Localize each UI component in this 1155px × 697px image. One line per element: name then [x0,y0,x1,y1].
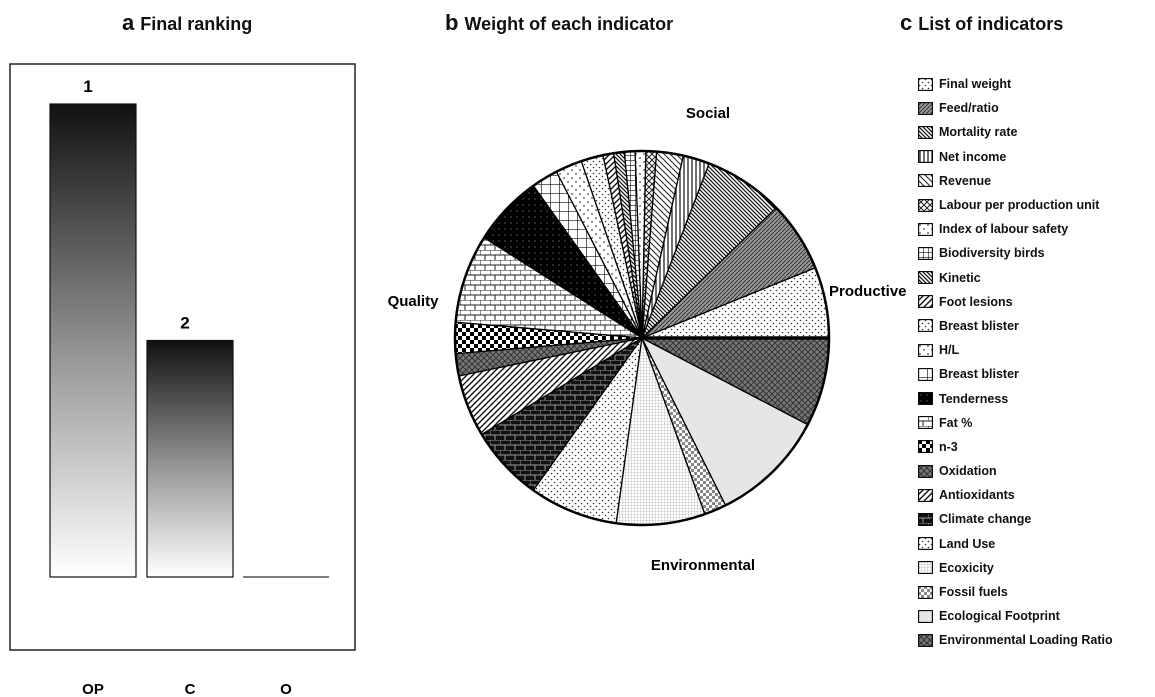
panel-b-letter: b [445,10,459,35]
pie-outline [453,149,831,527]
panel-b-title-text: Weight of each indicator [464,14,674,34]
panel-b-title: b Weight of each indicator [445,10,673,36]
legend-item: Mortality rate [918,120,1153,144]
x-tick-o: O [280,681,292,697]
legend-item: Kinetic [918,266,1153,290]
panel-a-title-text: Final ranking [140,14,253,34]
legend-label: Ecoxicity [939,560,994,575]
legend-swatch [918,246,933,260]
legend-swatch [918,126,933,139]
legend-label: Ecological Footprint [939,609,1060,624]
panel-c-letter: c [900,10,913,35]
legend-swatch [918,609,933,623]
legend-swatch [918,271,933,285]
panel-c-title-text: List of indicators [918,14,1064,34]
legend-item: Breast blister [918,362,1153,386]
legend-item: Revenue [918,169,1153,193]
sector-label-quality: Quality [388,293,440,310]
panel-a-title: a Final ranking [122,10,252,36]
legend-item: Ecological Footprint [918,604,1153,628]
legend-swatch [918,222,933,236]
legend-swatch [918,392,933,405]
panel-a-letter: a [122,10,135,35]
x-tick-c: C [185,681,196,697]
legend-swatch [918,416,933,430]
legend-label: Environmental Loading Ratio [939,633,1113,648]
legend-swatch [918,561,933,575]
sector-label-productive: Productive [829,283,907,300]
sector-label-environmental: Environmental [651,557,755,574]
legend-label: Kinetic [939,270,981,285]
indicator-legend: Final weight Feed/ratio Mortality rate Net … [918,72,1153,653]
legend-label: Final weight [939,77,1012,92]
legend-label: Mortality rate [939,125,1018,140]
rank-label-op: 1 [83,77,92,96]
legend-item: Breast blister [918,314,1153,338]
legend-item: H/L [918,338,1153,362]
legend-swatch [918,174,933,188]
legend-item: Final weight [918,72,1153,96]
legend-item: Tenderness [918,386,1153,410]
legend-label: Revenue [939,173,992,188]
legend-label: Feed/ratio [939,101,999,116]
legend-item: n-3 [918,435,1153,459]
legend-swatch [918,488,933,502]
legend-label: Breast blister [939,367,1019,382]
legend-item: Ecoxicity [918,556,1153,580]
legend-label: Labour per production unit [939,198,1100,213]
legend-label: Oxidation [939,464,997,479]
legend-swatch [918,464,933,478]
legend-label: Biodiversity birds [939,246,1045,261]
legend-label: Tenderness [939,391,1009,406]
legend-label: Antioxidants [939,488,1015,503]
legend-item: Feed/ratio [918,96,1153,120]
rank-label-c: 2 [180,314,189,333]
legend-label: H/L [939,343,960,358]
legend-item: Fat % [918,411,1153,435]
legend-swatch [918,633,933,647]
sector-label-social: Social [686,105,730,122]
final-ranking-chart: OP 1 C 2 O [9,63,356,697]
legend-label: Fat % [939,415,973,430]
legend-label: Breast blister [939,318,1019,333]
legend-swatch [918,343,933,357]
x-tick-op: OP [82,681,104,697]
legend-label: n-3 [939,439,958,454]
legend-item: Net income [918,145,1153,169]
indicator-weight-pie: Social Productive Environmental Quality [388,105,907,574]
legend-swatch [918,585,933,599]
legend-label: Foot lesions [939,294,1013,309]
plot-frame [9,63,356,651]
legend-item: Labour per production unit [918,193,1153,217]
legend-swatch [918,77,933,91]
legend-item: Antioxidants [918,483,1153,507]
legend-item: Foot lesions [918,290,1153,314]
legend-item: Biodiversity birds [918,241,1153,265]
legend-label: Net income [939,149,1007,164]
legend-item: Environmental Loading Ratio [918,628,1153,652]
legend-swatch [918,537,933,551]
legend-swatch [918,295,933,309]
legend-item: Climate change [918,507,1153,531]
bar-op [49,103,137,578]
legend-swatch [918,198,933,212]
legend-label: Index of labour safety [939,222,1069,237]
legend-swatch [918,367,933,381]
legend-item: Land Use [918,532,1153,556]
legend-swatch [918,513,933,526]
bar-c [146,339,234,578]
legend-item: Index of labour safety [918,217,1153,241]
legend-item: Oxidation [918,459,1153,483]
legend-swatch [918,440,933,454]
legend-swatch [918,150,933,164]
legend-label: Climate change [939,512,1032,527]
legend-item: Fossil fuels [918,580,1153,604]
panel-c-title: c List of indicators [900,10,1063,36]
legend-label: Fossil fuels [939,585,1008,600]
legend-swatch [918,319,933,333]
legend-label: Land Use [939,536,996,551]
legend-swatch [918,101,933,115]
